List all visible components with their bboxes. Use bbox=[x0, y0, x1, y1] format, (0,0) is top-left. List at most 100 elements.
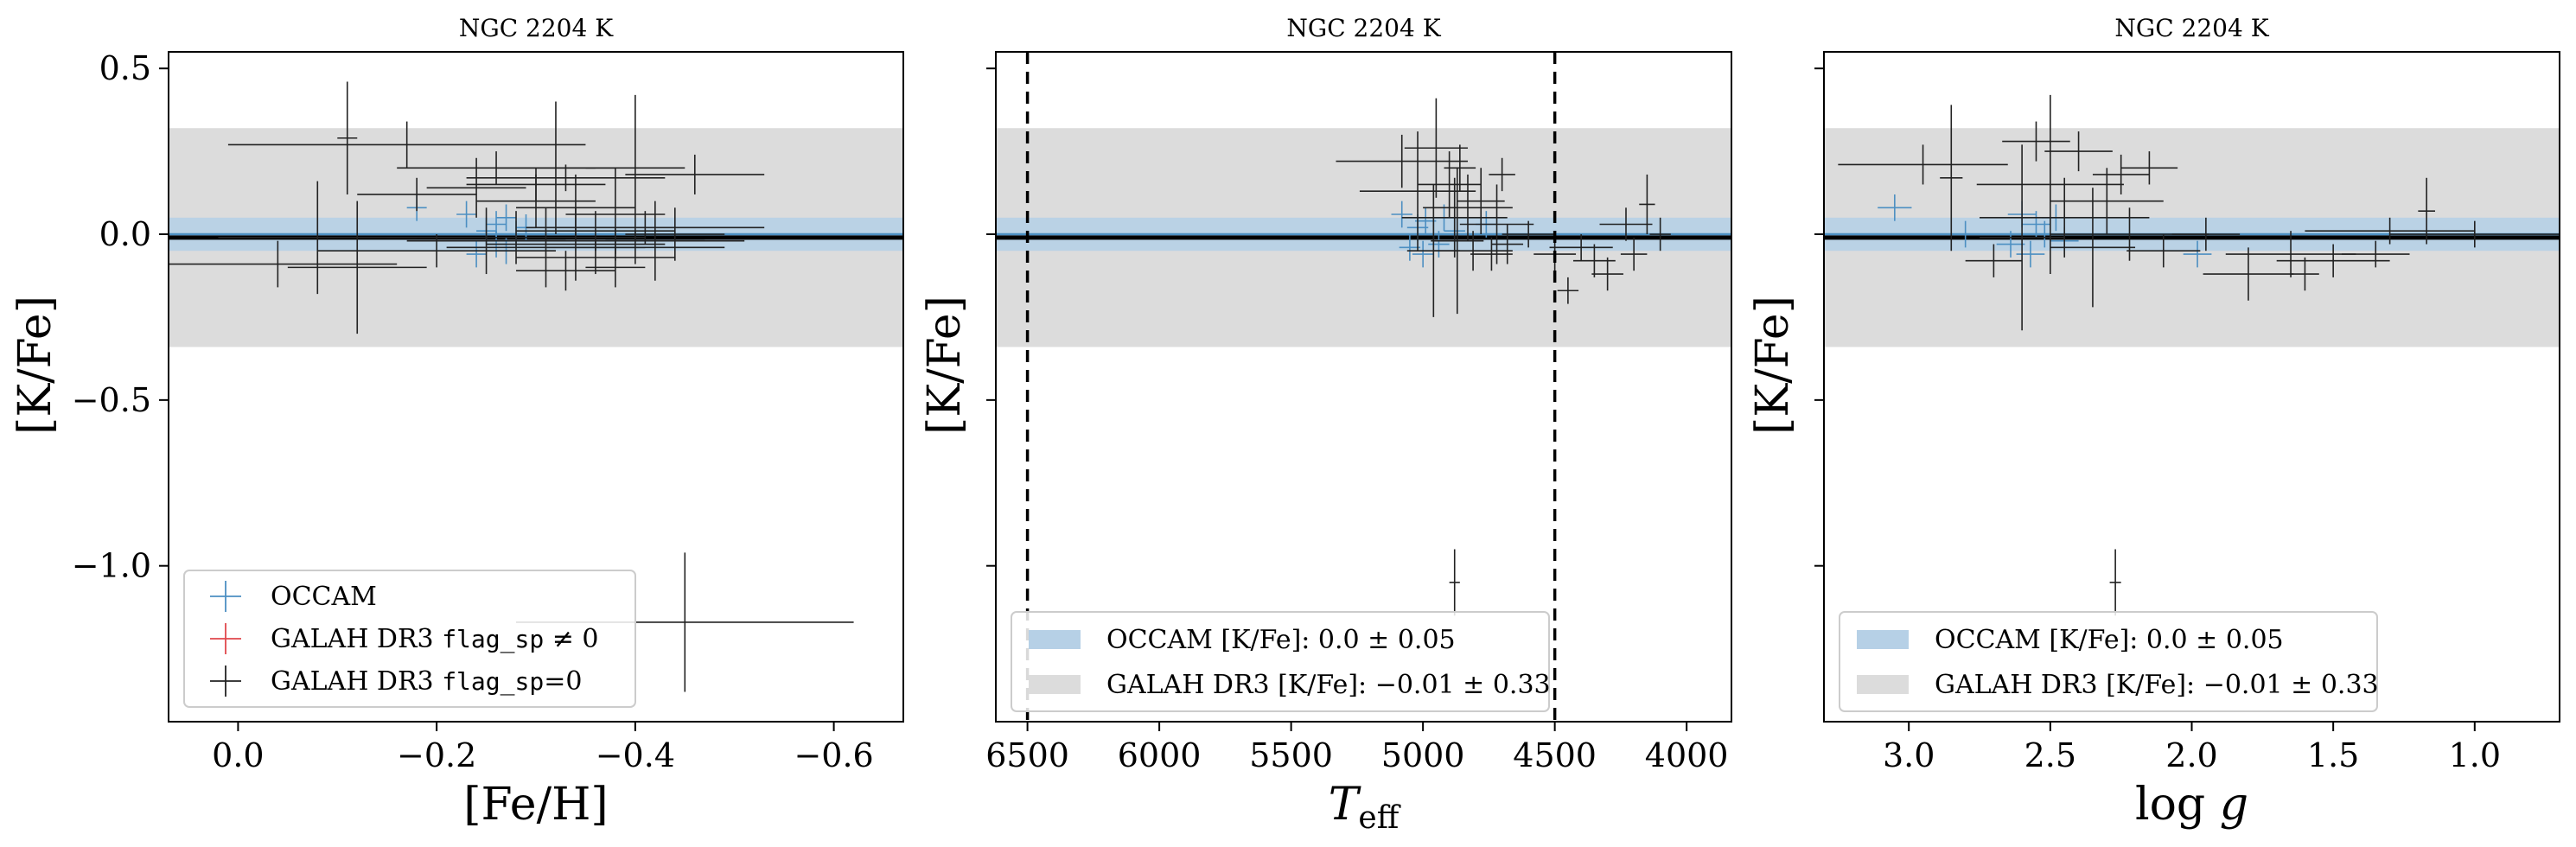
legend-label-value: 0.0 ± 0.05 bbox=[1318, 625, 1456, 655]
x-tick-label: −0.4 bbox=[596, 736, 675, 774]
data-point bbox=[466, 164, 666, 192]
x-axis-label: Teff bbox=[1329, 779, 1401, 836]
data-point bbox=[545, 231, 725, 264]
data-point bbox=[1965, 244, 2023, 277]
data-point bbox=[218, 181, 418, 295]
data-point bbox=[2050, 168, 2164, 235]
plot-area bbox=[169, 81, 903, 692]
data-point bbox=[1591, 257, 1623, 291]
data-point bbox=[1572, 244, 1616, 277]
data-point bbox=[2092, 154, 2150, 194]
data-point bbox=[1359, 131, 1476, 252]
data-point bbox=[1418, 151, 1482, 218]
y-tick-label: −1.0 bbox=[72, 547, 151, 585]
data-point bbox=[2305, 217, 2475, 245]
legend-label: GALAH DR3 [K/Fe]: −0.01 ± 0.33 bbox=[1106, 670, 1551, 700]
data-point bbox=[1428, 231, 1450, 258]
data-point bbox=[1423, 174, 1513, 241]
x-axis-label: log g bbox=[2135, 779, 2248, 831]
x-tick-label: 6500 bbox=[985, 736, 1069, 774]
legend-label-value: 0.0 ± 0.05 bbox=[2146, 625, 2284, 655]
data-point bbox=[2225, 231, 2356, 277]
data-point bbox=[1414, 207, 1437, 235]
legend-label: GALAH DR3 [K/Fe]: −0.01 ± 0.33 bbox=[1935, 670, 2379, 700]
y-axis-label: [K/Fe] bbox=[10, 296, 61, 435]
data-point bbox=[2109, 549, 2121, 616]
data-point bbox=[1639, 174, 1655, 235]
plot-frame bbox=[168, 51, 904, 723]
data-point bbox=[466, 240, 487, 268]
data-point bbox=[2126, 234, 2201, 268]
data-point bbox=[1502, 220, 1555, 248]
data-point bbox=[1976, 94, 2124, 275]
x-tick-label: 6000 bbox=[1118, 736, 1202, 774]
legend-swatch-occam bbox=[1029, 630, 1081, 649]
y-axis-label: [K/Fe] bbox=[919, 296, 971, 435]
data-point bbox=[605, 201, 705, 281]
legend-box bbox=[1011, 611, 1550, 712]
legend-marker bbox=[210, 581, 241, 612]
data-point bbox=[2418, 177, 2435, 245]
data-point bbox=[2389, 220, 2560, 248]
data-point bbox=[1336, 134, 1468, 188]
legend-label: OCCAM [K/Fe]: 0.0 ± 0.05 bbox=[1935, 625, 2284, 655]
data-point bbox=[1549, 234, 1613, 261]
x-tick-label: 3.0 bbox=[1883, 736, 1935, 774]
series-galah bbox=[1838, 94, 2560, 616]
data-point bbox=[2183, 240, 2212, 268]
panel-title: NGC 2204 K bbox=[2114, 14, 2269, 42]
legend-marker bbox=[210, 623, 241, 654]
legend-label-suffix: =0 bbox=[544, 666, 582, 697]
x-tick-label: 2.0 bbox=[2165, 736, 2217, 774]
data-point bbox=[386, 211, 646, 264]
legend-label-suffix: ≠ 0 bbox=[544, 624, 598, 654]
data-point bbox=[1433, 231, 1513, 271]
series-galah bbox=[1336, 98, 1671, 616]
data-point bbox=[516, 251, 615, 291]
plot-area bbox=[996, 52, 1731, 722]
data-point bbox=[496, 204, 517, 232]
legend-label-prefix: GALAH DR3 bbox=[271, 624, 442, 654]
data-point bbox=[1951, 220, 1980, 248]
data-point bbox=[1557, 277, 1579, 304]
legend-label-prefix: GALAH DR3 [K/Fe]: bbox=[1106, 670, 1375, 700]
legend-label: GALAH DR3 flag_sp ≠ 0 bbox=[271, 624, 599, 654]
data-point bbox=[227, 121, 586, 169]
legend-label-prefix: GALAH DR3 [K/Fe]: bbox=[1935, 670, 2203, 700]
legend-label-prefix: OCCAM [K/Fe]: bbox=[1935, 625, 2146, 655]
plot-frame bbox=[995, 51, 1732, 723]
panel-feh: 0.0 −0.2 −0.4 −0.6 0.5 0.0 −0.5 −1.0 NGC 2204 K [… bbox=[10, 14, 904, 831]
legend-swatch-galah bbox=[1857, 675, 1909, 694]
data-point bbox=[1431, 168, 1484, 315]
series-galah bbox=[169, 81, 854, 692]
legend-swatch-galah bbox=[1029, 675, 1081, 694]
x-axis-label-main: T bbox=[1329, 779, 1361, 831]
data-point bbox=[1878, 194, 1912, 221]
legend-label-code: flag_sp bbox=[442, 667, 544, 697]
data-point bbox=[1391, 201, 1412, 228]
x-axis-label-main: log bbox=[2135, 779, 2220, 831]
x-axis-label: [Fe/H] bbox=[463, 779, 608, 831]
legend-label-prefix: GALAH DR3 bbox=[271, 666, 442, 697]
data-point bbox=[1620, 237, 1648, 271]
x-tick-label: 1.5 bbox=[2307, 736, 2359, 774]
data-point bbox=[516, 240, 675, 275]
x-axis-label-sub: eff bbox=[1358, 800, 1400, 836]
legend-label-prefix: OCCAM [K/Fe]: bbox=[1106, 625, 1318, 655]
legend-marker bbox=[210, 666, 241, 697]
data-point bbox=[2050, 188, 2136, 308]
panel-logg: 3.0 2.5 2.0 1.5 1.0 NGC 2204 K log g [K/Fe] OCCA… bbox=[1747, 14, 2560, 831]
y-tick-label: −0.5 bbox=[72, 381, 151, 419]
panel-title: NGC 2204 K bbox=[1286, 14, 1441, 42]
y-tick-label: 0.5 bbox=[99, 49, 151, 87]
data-point bbox=[2171, 217, 2241, 252]
data-point bbox=[585, 247, 646, 288]
legend: OCCAM [K/Fe]: 0.0 ± 0.05 GALAH DR3 [K/Fe]… bbox=[1011, 611, 1551, 712]
data-point bbox=[2341, 240, 2410, 268]
data-point bbox=[466, 168, 606, 201]
x-tick-label: 1.0 bbox=[2449, 736, 2501, 774]
panel-title: NGC 2204 K bbox=[459, 14, 614, 42]
data-point bbox=[1401, 177, 1508, 258]
data-point bbox=[1459, 184, 1534, 264]
data-point bbox=[526, 211, 765, 245]
